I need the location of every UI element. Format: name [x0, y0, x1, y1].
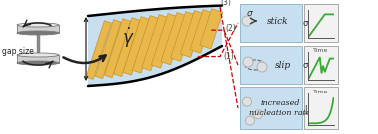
- Text: (3): (3): [220, 0, 231, 7]
- Polygon shape: [114, 18, 140, 77]
- Bar: [304, 4, 338, 42]
- Text: (2): (2): [225, 24, 236, 33]
- Circle shape: [243, 57, 253, 67]
- Polygon shape: [86, 21, 112, 79]
- Circle shape: [245, 116, 254, 125]
- Polygon shape: [190, 10, 214, 53]
- Polygon shape: [200, 9, 223, 49]
- Polygon shape: [132, 16, 159, 73]
- Circle shape: [257, 62, 267, 72]
- Ellipse shape: [17, 53, 59, 57]
- Bar: [17, 25, 59, 33]
- Ellipse shape: [17, 61, 59, 65]
- Polygon shape: [88, 6, 222, 86]
- Bar: [304, 46, 338, 84]
- Bar: [240, 46, 302, 84]
- Polygon shape: [170, 12, 196, 61]
- Bar: [240, 4, 302, 42]
- Text: $\dot{\gamma}$: $\dot{\gamma}$: [122, 26, 134, 50]
- Y-axis label: σ: σ: [303, 20, 308, 29]
- Ellipse shape: [17, 23, 59, 27]
- Polygon shape: [95, 20, 121, 79]
- Text: stick: stick: [267, 18, 289, 27]
- Bar: [240, 87, 302, 129]
- Polygon shape: [142, 15, 168, 71]
- Ellipse shape: [17, 31, 59, 35]
- Text: Time: Time: [313, 90, 329, 95]
- Text: (1): (1): [223, 52, 234, 61]
- Y-axis label: J: J: [304, 105, 307, 113]
- Text: increased
nucleation rate: increased nucleation rate: [249, 99, 311, 117]
- Polygon shape: [151, 14, 177, 68]
- Polygon shape: [123, 17, 149, 75]
- Circle shape: [243, 97, 251, 106]
- Text: $\sigma$: $\sigma$: [246, 10, 254, 18]
- Y-axis label: σ: σ: [303, 62, 308, 70]
- Text: slip: slip: [275, 60, 291, 70]
- Polygon shape: [161, 13, 187, 65]
- Text: gap size: gap size: [2, 46, 34, 55]
- Polygon shape: [104, 19, 130, 78]
- Circle shape: [242, 16, 252, 26]
- Bar: [304, 87, 338, 129]
- Bar: [17, 55, 59, 63]
- Polygon shape: [180, 11, 205, 57]
- Circle shape: [254, 110, 262, 119]
- Text: Time: Time: [313, 48, 329, 53]
